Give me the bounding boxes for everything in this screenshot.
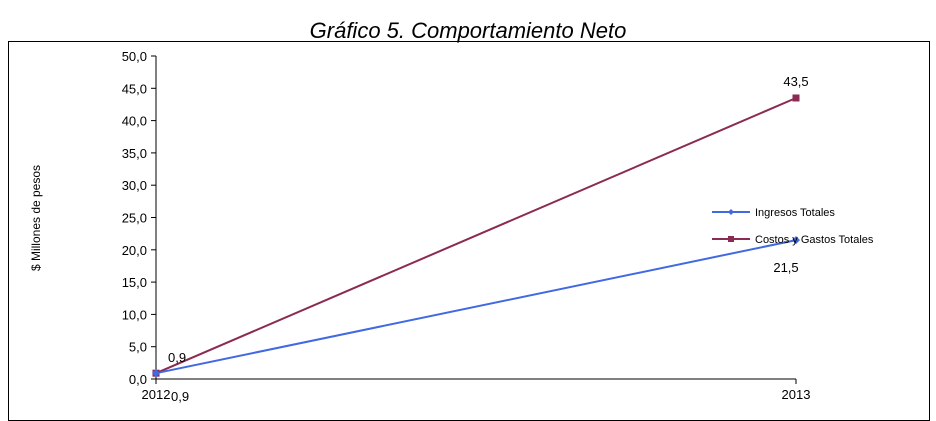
y-tick-label: 50,0	[122, 49, 147, 64]
y-tick-label: 5,0	[129, 340, 147, 355]
data-point	[152, 369, 160, 378]
data-label: 21,5	[773, 260, 798, 275]
line-chart: 0,0 5,0 10,0 15,0 20,0 25,0 30,0 35,0 40,0 45,0 50…	[29, 49, 874, 404]
y-tick-label: 20,0	[122, 243, 147, 258]
series-line	[155, 239, 797, 375]
y-tick-label: 0,0	[129, 372, 147, 387]
data-label: 43,5	[783, 74, 808, 89]
legend-marker	[728, 236, 734, 242]
data-point	[792, 94, 800, 102]
x-tick-label: 2012	[142, 387, 171, 402]
data-label: 0,9	[171, 389, 189, 404]
y-tick-label: 15,0	[122, 275, 147, 290]
y-axis-title: $ Millones de pesos	[29, 165, 43, 271]
data-point	[792, 236, 800, 245]
y-tick-label: 45,0	[122, 81, 147, 96]
legend-label: Ingresos Totales	[755, 207, 835, 219]
y-tick-label: 10,0	[122, 307, 147, 322]
y-tick-label: 40,0	[122, 114, 147, 129]
legend-marker	[728, 209, 734, 215]
chart-title: Gráfico 5. Comportamiento Neto	[309, 18, 627, 43]
series-line	[155, 97, 797, 375]
y-tick-label: 30,0	[122, 178, 147, 193]
data-label: 0,9	[168, 350, 186, 365]
legend-label: Costos y Gastos Totales	[755, 234, 874, 246]
y-tick-label: 25,0	[122, 211, 147, 226]
y-tick-label: 35,0	[122, 146, 147, 161]
x-tick-label: 2013	[782, 387, 811, 402]
